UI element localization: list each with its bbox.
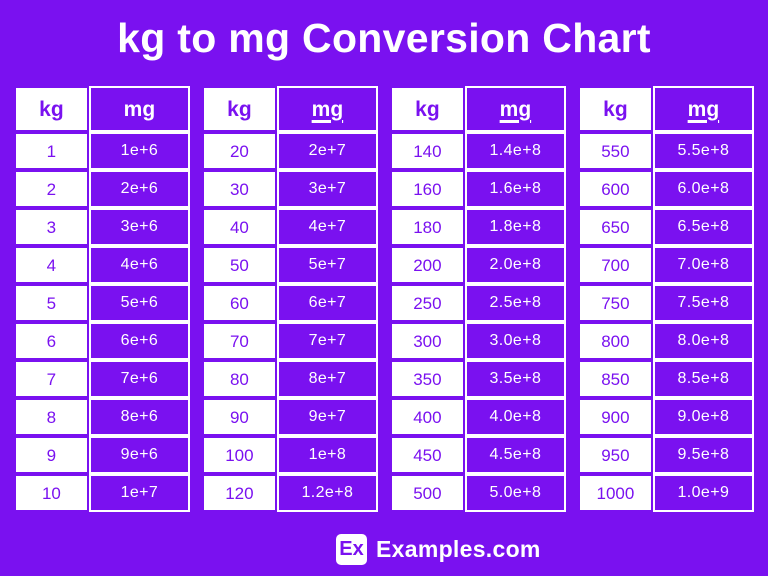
kg-column-header: kg	[14, 86, 89, 132]
conversion-table: kg mg 550 5.5e+8 600 6.0e+8 650 6.5e+8 700 7.0e…	[578, 86, 754, 512]
mg-value-cell: 8.5e+8	[652, 360, 754, 398]
kg-value-cell: 5	[14, 284, 89, 322]
mg-value-cell: 1e+8	[276, 436, 378, 474]
mg-value-cell: 5e+7	[276, 246, 378, 284]
mg-value-cell: 6e+7	[276, 284, 378, 322]
kg-value-cell: 500	[390, 474, 465, 512]
kg-value-cell: 750	[578, 284, 653, 322]
mg-value-cell: 2.0e+8	[464, 246, 566, 284]
mg-value-cell: 3.0e+8	[464, 322, 566, 360]
kg-value-cell: 40	[202, 208, 277, 246]
kg-column-header: kg	[578, 86, 653, 132]
kg-value-cell: 950	[578, 436, 653, 474]
footer-logo: Ex Examples.com	[336, 534, 541, 565]
kg-value-cell: 100	[202, 436, 277, 474]
kg-value-cell: 10	[14, 474, 89, 512]
conversion-table: kg mg 140 1.4e+8 160 1.6e+8 180 1.8e+8 200 2.0e…	[390, 86, 566, 512]
examples-logo-icon: Ex	[336, 534, 367, 565]
mg-value-cell: 3e+6	[88, 208, 190, 246]
kg-value-cell: 80	[202, 360, 277, 398]
kg-value-cell: 1	[14, 132, 89, 170]
mg-value-cell: 2e+7	[276, 132, 378, 170]
mg-value-cell: 7.0e+8	[652, 246, 754, 284]
mg-column-header: mg	[88, 86, 190, 132]
kg-value-cell: 350	[390, 360, 465, 398]
mg-value-cell: 7e+6	[88, 360, 190, 398]
mg-value-cell: 1.8e+8	[464, 208, 566, 246]
mg-value-cell: 3.5e+8	[464, 360, 566, 398]
kg-value-cell: 3	[14, 208, 89, 246]
mg-value-cell: 9e+7	[276, 398, 378, 436]
kg-column-header: kg	[390, 86, 465, 132]
kg-value-cell: 300	[390, 322, 465, 360]
kg-value-cell: 160	[390, 170, 465, 208]
mg-value-cell: 1.2e+8	[276, 474, 378, 512]
mg-value-cell: 5.0e+8	[464, 474, 566, 512]
kg-value-cell: 60	[202, 284, 277, 322]
kg-value-cell: 6	[14, 322, 89, 360]
mg-value-cell: 2.5e+8	[464, 284, 566, 322]
kg-value-cell: 70	[202, 322, 277, 360]
kg-value-cell: 8	[14, 398, 89, 436]
mg-value-cell: 1.4e+8	[464, 132, 566, 170]
mg-value-cell: 1e+6	[88, 132, 190, 170]
kg-value-cell: 900	[578, 398, 653, 436]
mg-value-cell: 3e+7	[276, 170, 378, 208]
kg-value-cell: 850	[578, 360, 653, 398]
mg-value-cell: 4.5e+8	[464, 436, 566, 474]
mg-value-cell: 8e+6	[88, 398, 190, 436]
mg-value-cell: 5.5e+8	[652, 132, 754, 170]
mg-column-header: mg	[652, 86, 754, 132]
mg-value-cell: 7e+7	[276, 322, 378, 360]
kg-column-header: kg	[202, 86, 277, 132]
kg-value-cell: 2	[14, 170, 89, 208]
mg-value-cell: 5e+6	[88, 284, 190, 322]
kg-value-cell: 140	[390, 132, 465, 170]
kg-value-cell: 800	[578, 322, 653, 360]
mg-column-header: mg	[276, 86, 378, 132]
mg-value-cell: 9e+6	[88, 436, 190, 474]
mg-value-cell: 1e+7	[88, 474, 190, 512]
mg-value-cell: 6.5e+8	[652, 208, 754, 246]
mg-value-cell: 4e+6	[88, 246, 190, 284]
kg-value-cell: 90	[202, 398, 277, 436]
mg-value-cell: 7.5e+8	[652, 284, 754, 322]
page-title: kg to mg Conversion Chart	[117, 15, 651, 61]
kg-value-cell: 20	[202, 132, 277, 170]
kg-value-cell: 9	[14, 436, 89, 474]
kg-value-cell: 50	[202, 246, 277, 284]
mg-value-cell: 2e+6	[88, 170, 190, 208]
mg-column-header: mg	[464, 86, 566, 132]
kg-value-cell: 200	[390, 246, 465, 284]
mg-value-cell: 6e+6	[88, 322, 190, 360]
conversion-table: kg mg 1 1e+6 2 2e+6 3 3e+6 4 4e+6 5 5e+6 6 6e+6 7 7e+…	[14, 86, 190, 512]
mg-value-cell: 8.0e+8	[652, 322, 754, 360]
mg-value-cell: 1.6e+8	[464, 170, 566, 208]
kg-value-cell: 4	[14, 246, 89, 284]
kg-value-cell: 250	[390, 284, 465, 322]
kg-value-cell: 450	[390, 436, 465, 474]
mg-value-cell: 1.0e+9	[652, 474, 754, 512]
kg-value-cell: 7	[14, 360, 89, 398]
mg-value-cell: 6.0e+8	[652, 170, 754, 208]
conversion-table: kg mg 20 2e+7 30 3e+7 40 4e+7 50 5e+7 60 6e+7 70 7e…	[202, 86, 378, 512]
mg-value-cell: 8e+7	[276, 360, 378, 398]
mg-value-cell: 9.5e+8	[652, 436, 754, 474]
mg-value-cell: 4e+7	[276, 208, 378, 246]
kg-value-cell: 600	[578, 170, 653, 208]
kg-value-cell: 700	[578, 246, 653, 284]
footer-site-name: Examples.com	[376, 536, 541, 562]
mg-value-cell: 9.0e+8	[652, 398, 754, 436]
kg-value-cell: 30	[202, 170, 277, 208]
kg-value-cell: 550	[578, 132, 653, 170]
kg-value-cell: 180	[390, 208, 465, 246]
mg-value-cell: 4.0e+8	[464, 398, 566, 436]
kg-value-cell: 400	[390, 398, 465, 436]
kg-value-cell: 650	[578, 208, 653, 246]
kg-value-cell: 120	[202, 474, 277, 512]
kg-value-cell: 1000	[578, 474, 653, 512]
conversion-tables-row: kg mg 1 1e+6 2 2e+6 3 3e+6 4 4e+6 5 5e+6 6 6e+6 7 7e+…	[14, 86, 754, 512]
